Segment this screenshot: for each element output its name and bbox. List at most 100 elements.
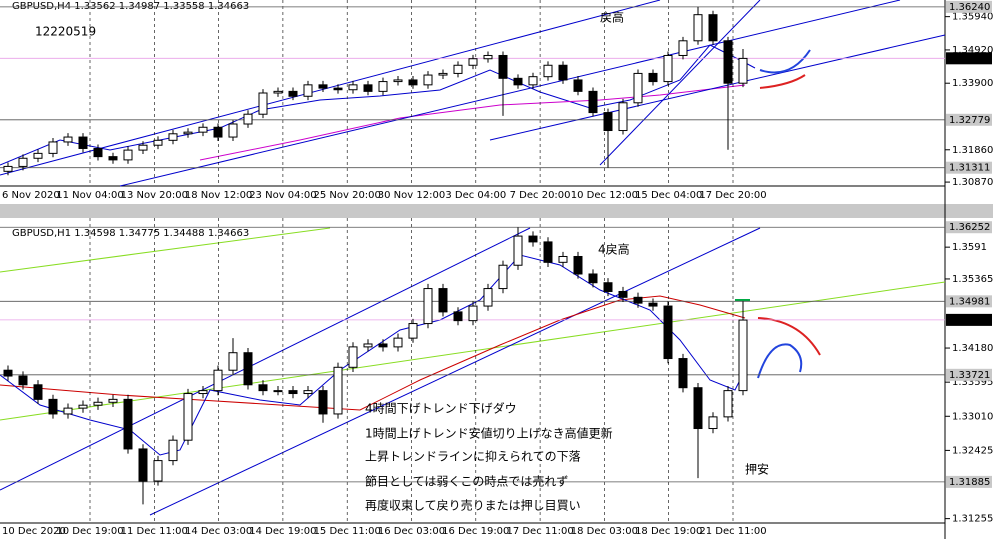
candle-body [213, 369, 223, 392]
x-tick-label: 14 Dec 19:00 [249, 526, 316, 537]
candle-body [108, 398, 118, 403]
x-tick-label: 13 Nov 20:00 [121, 190, 188, 201]
candle-body [453, 64, 463, 74]
y-tick-label: 1.33900 [952, 78, 993, 89]
x-tick-label: 21 Dec 11:00 [699, 526, 766, 537]
x-tick-label: 6 Nov 2020 [2, 190, 60, 201]
candle-body [543, 241, 553, 263]
candle-body [123, 149, 133, 161]
candle-body [498, 264, 508, 290]
candle-body [738, 319, 748, 392]
level-label: 1.31311 [949, 163, 990, 174]
candle-body [423, 288, 433, 325]
candle-body [303, 84, 313, 97]
candle-body [273, 90, 283, 94]
candle-body [18, 375, 28, 386]
candle-body [243, 113, 253, 125]
x-tick-label: 16 Dec 19:00 [442, 526, 509, 537]
candle-body [588, 273, 598, 284]
candle-body [33, 384, 43, 400]
annotation: 1時間上げトレンド安値切り上げなき高値更新 [365, 426, 613, 441]
candle-body [633, 72, 643, 104]
x-tick-label: 10 Dec 12:00 [571, 190, 638, 201]
candle-body [123, 398, 133, 450]
candle-body [258, 384, 268, 392]
candle-body [108, 156, 118, 161]
candle-body [423, 74, 433, 86]
candle-body [648, 72, 658, 83]
annotation: 戻高 [600, 10, 624, 25]
y-tick-label: 1.31860 [952, 145, 993, 156]
candle-body [348, 84, 358, 91]
annotation: 再度収束して戻り売りまたは押し目買い [365, 498, 581, 513]
annotation: 12220519 [35, 25, 96, 39]
y-tick-label: 1.3591 [952, 242, 987, 253]
x-tick-label: 3 Dec 04:00 [445, 190, 506, 201]
candle-body [738, 57, 748, 84]
level-label: 1.31885 [949, 477, 990, 488]
candle-body [48, 398, 58, 415]
candle-body [138, 144, 148, 151]
ma-line [0, 295, 746, 411]
panel-separator [0, 204, 993, 218]
x-tick-label: 18 Nov 12:00 [185, 190, 252, 201]
candle-body [273, 390, 283, 393]
candle-body [408, 323, 418, 339]
annotation: 押安 [745, 462, 769, 477]
x-tick-label: 17 Dec 11:00 [506, 526, 573, 537]
y-tick-label: 1.33010 [952, 411, 993, 422]
candle-body [528, 235, 538, 243]
x-tick-label: 14 Dec 03:00 [185, 526, 252, 537]
candle-body [228, 123, 238, 138]
candle-body [723, 40, 733, 84]
candle-body [3, 369, 13, 377]
trend-line [599, 0, 761, 166]
x-tick-label: 25 Nov 20:00 [313, 190, 380, 201]
candle-body [708, 416, 718, 430]
candle-body [498, 54, 508, 79]
y-tick-label: 1.30870 [952, 177, 993, 188]
candle-body [18, 157, 28, 167]
candle-body [513, 77, 523, 86]
candle-body [588, 90, 598, 114]
y-tick-label: 1.32425 [952, 445, 993, 456]
candle-body [243, 352, 253, 386]
candle-body [633, 296, 643, 304]
level-box [946, 0, 992, 13]
candle-body [513, 235, 523, 266]
x-tick-label: 18 Dec 19:00 [635, 526, 702, 537]
level-box [946, 52, 992, 65]
candle-body [168, 439, 178, 462]
candle-body [408, 79, 418, 86]
trend-line [0, 227, 531, 491]
x-tick-label: 23 Nov 04:00 [249, 190, 316, 201]
candle-body [318, 390, 328, 415]
candle-body [378, 343, 388, 348]
trend-line [489, 34, 946, 141]
candle-body [258, 92, 268, 115]
candle-body [48, 141, 58, 154]
candle-body [453, 311, 463, 322]
candle-body [333, 87, 343, 91]
candle-body [3, 165, 13, 172]
y-tick-label: 1.33595 [952, 377, 993, 388]
chart-title: GBPUSD,H1 1.34598 1.34775 1.34488 1.3466… [12, 228, 249, 239]
candle-body [693, 387, 703, 430]
level-label: 1.36240 [949, 2, 990, 13]
level-box [946, 113, 992, 126]
candle-body [183, 393, 193, 441]
level-label: 1.33721 [949, 370, 990, 381]
candle-body [723, 390, 733, 418]
level-box [946, 221, 992, 234]
candle-body [558, 64, 568, 81]
x-tick-label: 17 Dec 20:00 [699, 190, 766, 201]
annotation: 節目としては弱くこの時点では売れず [365, 474, 568, 489]
candle-body [468, 58, 478, 66]
candle-body [333, 366, 343, 415]
candle-body [393, 337, 403, 348]
x-tick-label: 30 Nov 12:00 [378, 190, 445, 201]
candle-body [213, 126, 223, 138]
annotation: 4時間下げトレンド下げダウ [365, 401, 517, 416]
candle-body [603, 112, 613, 132]
